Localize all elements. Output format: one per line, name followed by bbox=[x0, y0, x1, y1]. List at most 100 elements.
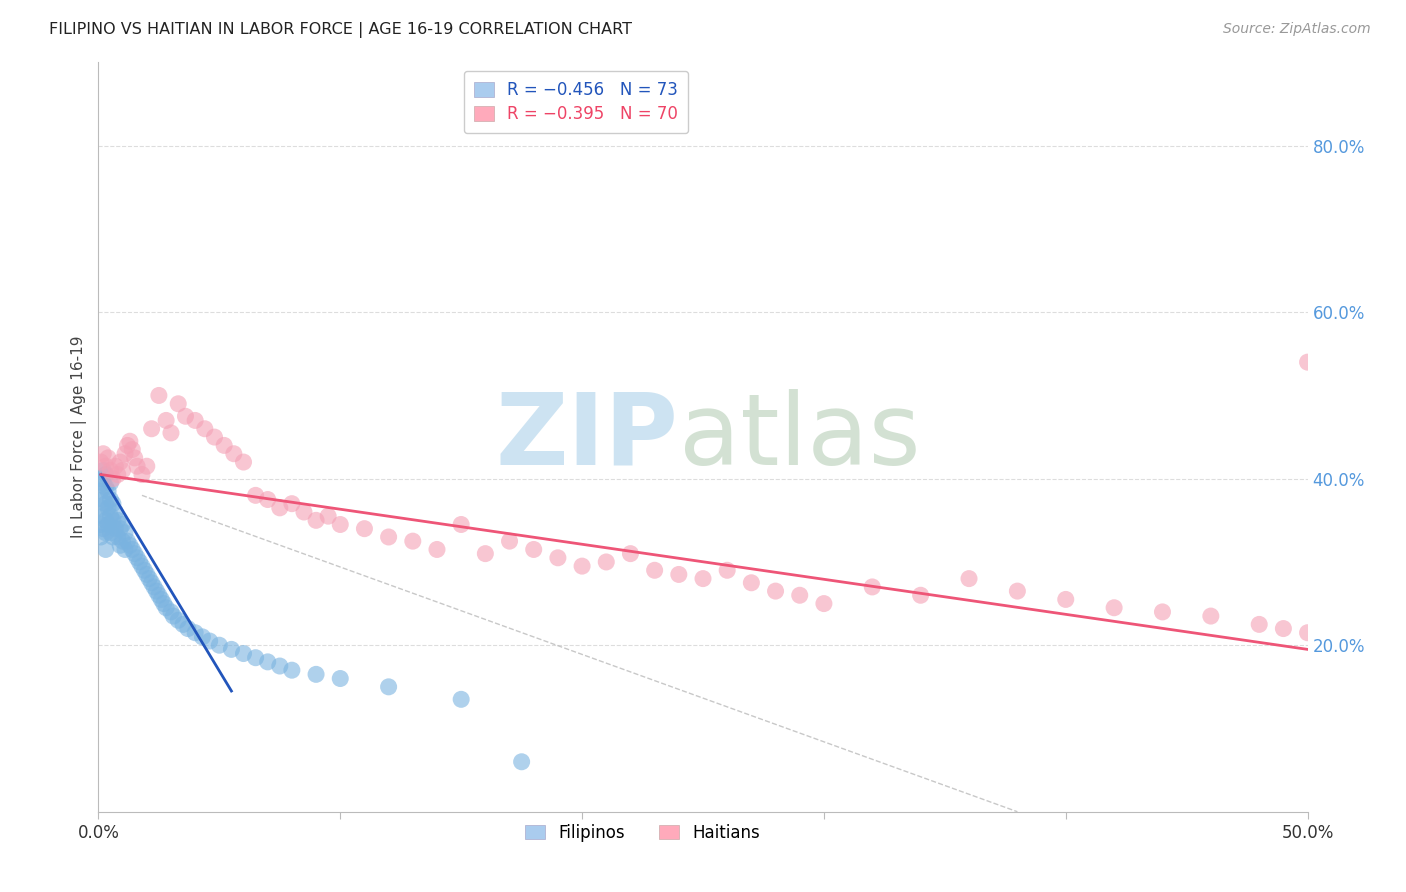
Point bbox=[155, 600, 177, 615]
Point bbox=[162, 609, 184, 624]
Point bbox=[377, 530, 399, 544]
Point bbox=[305, 667, 328, 681]
Point bbox=[692, 572, 714, 586]
Point bbox=[329, 517, 352, 532]
Point bbox=[256, 655, 278, 669]
Point bbox=[138, 572, 160, 586]
Point bbox=[100, 525, 122, 540]
Point bbox=[1102, 600, 1125, 615]
Point bbox=[121, 542, 143, 557]
Point bbox=[245, 650, 267, 665]
Point bbox=[101, 530, 124, 544]
Point bbox=[167, 397, 190, 411]
Point bbox=[121, 442, 143, 457]
Point bbox=[100, 475, 122, 490]
Point bbox=[595, 555, 617, 569]
Point bbox=[104, 505, 127, 519]
Point bbox=[97, 500, 120, 515]
Point bbox=[141, 422, 163, 436]
Point bbox=[124, 547, 146, 561]
Point bbox=[111, 463, 134, 477]
Point bbox=[124, 450, 146, 465]
Point bbox=[232, 647, 254, 661]
Point bbox=[101, 513, 124, 527]
Point bbox=[292, 505, 315, 519]
Point bbox=[813, 597, 835, 611]
Point bbox=[91, 509, 114, 524]
Point bbox=[1199, 609, 1222, 624]
Point bbox=[117, 534, 139, 549]
Point bbox=[91, 492, 114, 507]
Point bbox=[523, 542, 546, 557]
Point bbox=[100, 492, 122, 507]
Point bbox=[644, 563, 666, 577]
Point bbox=[90, 484, 112, 499]
Point bbox=[90, 455, 112, 469]
Point bbox=[90, 472, 112, 486]
Point bbox=[269, 659, 291, 673]
Point bbox=[212, 438, 235, 452]
Point bbox=[135, 459, 157, 474]
Point bbox=[232, 455, 254, 469]
Text: atlas: atlas bbox=[679, 389, 921, 485]
Point bbox=[94, 467, 117, 482]
Point bbox=[107, 513, 129, 527]
Point bbox=[94, 525, 117, 540]
Point bbox=[1249, 617, 1271, 632]
Point bbox=[145, 584, 167, 599]
Point bbox=[90, 530, 112, 544]
Point bbox=[128, 555, 150, 569]
Point bbox=[131, 559, 153, 574]
Point bbox=[716, 563, 738, 577]
Point bbox=[111, 534, 134, 549]
Y-axis label: In Labor Force | Age 16-19: In Labor Force | Age 16-19 bbox=[72, 335, 87, 539]
Point bbox=[474, 547, 496, 561]
Point bbox=[547, 550, 569, 565]
Point bbox=[118, 434, 141, 449]
Point bbox=[131, 467, 153, 482]
Point bbox=[281, 663, 304, 677]
Point bbox=[114, 525, 136, 540]
Point bbox=[148, 388, 170, 402]
Point bbox=[204, 430, 226, 444]
Point bbox=[281, 497, 304, 511]
Point bbox=[150, 592, 173, 607]
Point bbox=[191, 630, 214, 644]
Point bbox=[160, 605, 183, 619]
Text: FILIPINO VS HAITIAN IN LABOR FORCE | AGE 16-19 CORRELATION CHART: FILIPINO VS HAITIAN IN LABOR FORCE | AGE… bbox=[49, 22, 633, 38]
Point bbox=[668, 567, 690, 582]
Point bbox=[184, 625, 207, 640]
Point bbox=[245, 488, 267, 502]
Point bbox=[316, 509, 339, 524]
Point bbox=[377, 680, 399, 694]
Point bbox=[108, 522, 131, 536]
Point bbox=[143, 580, 166, 594]
Point bbox=[450, 692, 472, 706]
Legend: Filipinos, Haitians: Filipinos, Haitians bbox=[519, 817, 766, 848]
Point bbox=[256, 492, 278, 507]
Point bbox=[94, 542, 117, 557]
Point bbox=[135, 567, 157, 582]
Point bbox=[114, 542, 136, 557]
Point bbox=[177, 622, 200, 636]
Point bbox=[101, 472, 124, 486]
Point bbox=[402, 534, 425, 549]
Point bbox=[94, 513, 117, 527]
Point bbox=[571, 559, 593, 574]
Point bbox=[305, 513, 328, 527]
Point bbox=[107, 530, 129, 544]
Point bbox=[94, 480, 117, 494]
Point bbox=[510, 755, 533, 769]
Point bbox=[155, 413, 177, 427]
Point bbox=[740, 575, 762, 590]
Point bbox=[91, 475, 114, 490]
Text: Source: ZipAtlas.com: Source: ZipAtlas.com bbox=[1223, 22, 1371, 37]
Point bbox=[221, 642, 243, 657]
Point bbox=[198, 634, 221, 648]
Point bbox=[498, 534, 520, 549]
Point bbox=[127, 550, 149, 565]
Point bbox=[101, 497, 124, 511]
Point bbox=[269, 500, 291, 515]
Point bbox=[910, 588, 932, 602]
Point bbox=[100, 463, 122, 477]
